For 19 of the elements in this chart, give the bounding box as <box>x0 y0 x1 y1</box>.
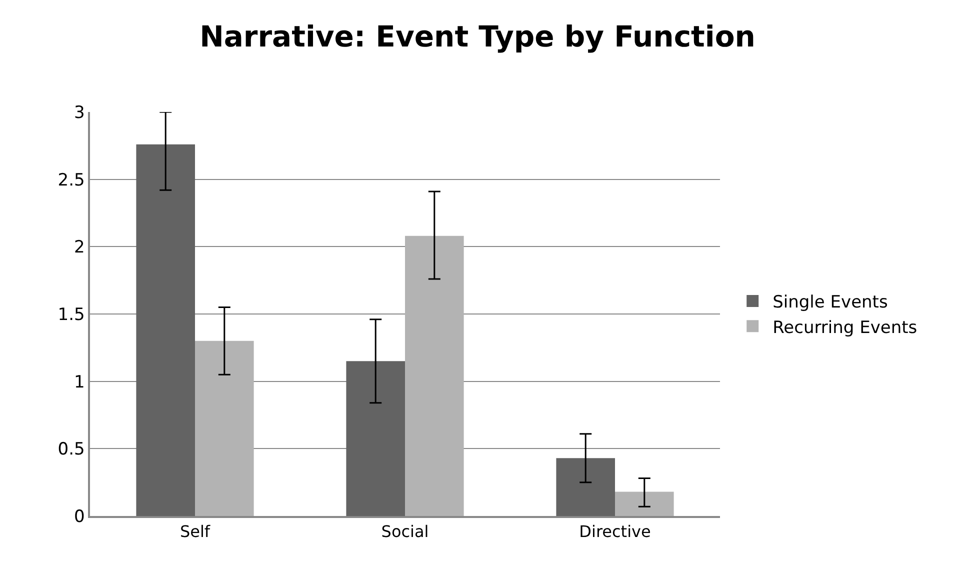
y-tick-label: 2.5 <box>58 170 85 190</box>
bar <box>136 144 195 516</box>
x-tick-label: Self <box>180 522 210 541</box>
y-tick-label: 0.5 <box>58 440 85 460</box>
legend-label: Single Events <box>772 292 888 313</box>
x-tick-label: Social <box>381 522 429 541</box>
y-tick-label: 1 <box>74 372 85 392</box>
bar <box>556 458 615 516</box>
y-tick-label: 1.5 <box>58 304 85 325</box>
bar <box>405 236 464 516</box>
y-tick-label: 3 <box>74 102 85 123</box>
y-tick-label: 2 <box>74 238 85 258</box>
y-tick-label: 0 <box>74 506 85 527</box>
bar <box>615 492 674 516</box>
bar <box>346 361 405 516</box>
x-tick-label: Directive <box>579 522 651 541</box>
legend-label: Recurring Events <box>772 318 918 338</box>
bar <box>195 340 254 516</box>
chart-title: Narrative: Event Type by Function <box>200 19 756 54</box>
